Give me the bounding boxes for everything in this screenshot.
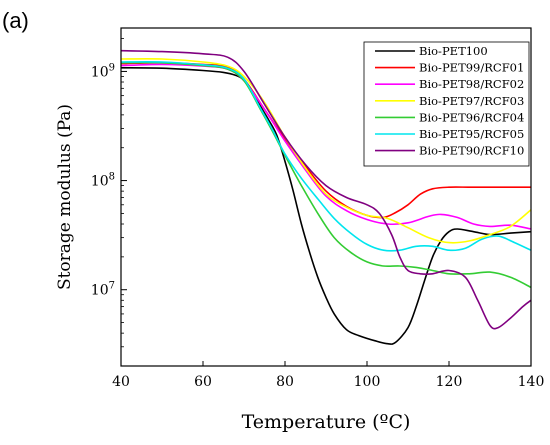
series-line-5 <box>120 61 532 289</box>
x-tick-label: 40 <box>112 374 130 390</box>
x-tick-label: 100 <box>354 374 381 390</box>
y-axis-label: Storage modulus (Pa) <box>55 104 75 290</box>
series-line-6 <box>120 60 532 252</box>
plot-frame <box>120 27 532 367</box>
x-axis-label: Temperature (ºC) <box>242 411 411 433</box>
legend-box <box>363 41 530 167</box>
legend-label: Bio-PET98/RCF02 <box>419 77 524 91</box>
axis-layer: 40 60 80 100 120 140 107 108 109 <box>91 38 545 390</box>
y-tick-label: 107 <box>91 281 115 299</box>
x-tick-label: 140 <box>518 374 545 390</box>
legend-items: Bio-PET100 Bio-PET99/RCF01 Bio-PET98/RCF02… <box>375 44 524 158</box>
legend-label: Bio-PET96/RCF04 <box>419 110 524 124</box>
panel-label: (a) <box>2 8 29 33</box>
x-tick-label: 80 <box>276 374 294 390</box>
legend-label: Bio-PET95/RCF05 <box>419 127 524 141</box>
legend: Bio-PET100 Bio-PET99/RCF01 Bio-PET98/RCF02… <box>363 41 530 167</box>
y-tick-label: 109 <box>91 62 115 80</box>
legend-label: Bio-PET90/RCF10 <box>419 144 524 158</box>
x-tick-label: 120 <box>436 374 463 390</box>
legend-label: Bio-PET99/RCF01 <box>419 61 524 75</box>
series-layer <box>120 49 532 345</box>
series-line-7 <box>120 49 532 330</box>
x-tick-label: 60 <box>194 374 212 390</box>
y-tick-label: 108 <box>91 172 115 190</box>
legend-label: Bio-PET100 <box>419 44 488 58</box>
series-line-4 <box>120 57 532 244</box>
legend-label: Bio-PET97/RCF03 <box>419 94 524 108</box>
